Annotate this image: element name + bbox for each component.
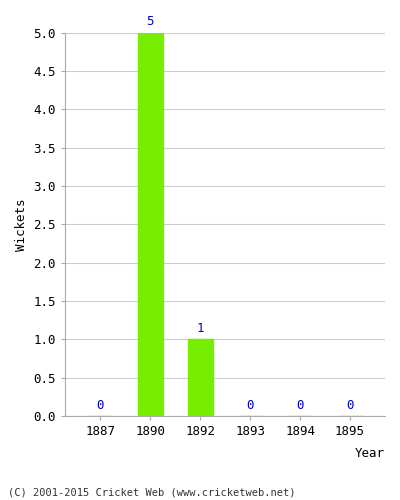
Text: 5: 5: [146, 15, 154, 28]
Text: 0: 0: [246, 398, 254, 411]
Bar: [138, 32, 162, 416]
Text: 1: 1: [196, 322, 204, 335]
Y-axis label: Wickets: Wickets: [15, 198, 28, 250]
Text: 0: 0: [346, 398, 354, 411]
Text: Year: Year: [355, 447, 385, 460]
Text: 0: 0: [296, 398, 304, 411]
Bar: [188, 340, 212, 416]
Text: (C) 2001-2015 Cricket Web (www.cricketweb.net): (C) 2001-2015 Cricket Web (www.cricketwe…: [8, 488, 296, 498]
Text: 0: 0: [96, 398, 104, 411]
